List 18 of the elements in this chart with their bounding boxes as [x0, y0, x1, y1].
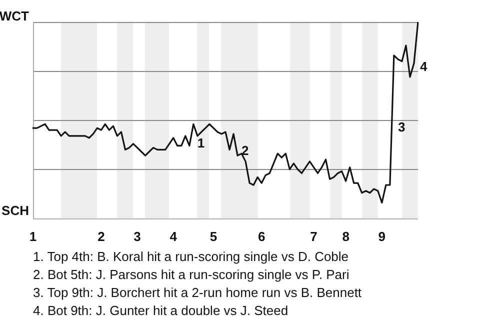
- text: 3. Top 9th: J. Borchert hit a 2-run home run vs B. Bennett: [33, 284, 363, 302]
- annotation: 1: [197, 135, 205, 150]
- x-tick-label: 5: [210, 228, 218, 244]
- x-tick-label: 7: [310, 228, 318, 244]
- text: 2. Bot 5th: J. Parsons hit a run-scoring single vs P. Pari: [33, 266, 350, 284]
- x-tick-label: 3: [134, 228, 141, 244]
- x-tick-label: 1: [29, 228, 37, 244]
- text: SCH: [2, 202, 29, 218]
- x-tick-label: 2: [98, 228, 105, 244]
- x-tick-label: 4: [170, 228, 178, 244]
- annotation: 3: [398, 120, 406, 135]
- x-tick-label: 9: [378, 228, 386, 244]
- x-tick-label: 6: [258, 228, 266, 244]
- x-tick-label: 8: [342, 228, 350, 244]
- text: 4. Bot 9th: J. Gunter hit a double vs J. Steed: [33, 302, 290, 320]
- annotation: 2: [242, 143, 249, 158]
- text: 1. Top 4th: B. Koral hit a run-scoring single vs D. Coble: [33, 248, 350, 266]
- text: 4: [420, 58, 428, 74]
